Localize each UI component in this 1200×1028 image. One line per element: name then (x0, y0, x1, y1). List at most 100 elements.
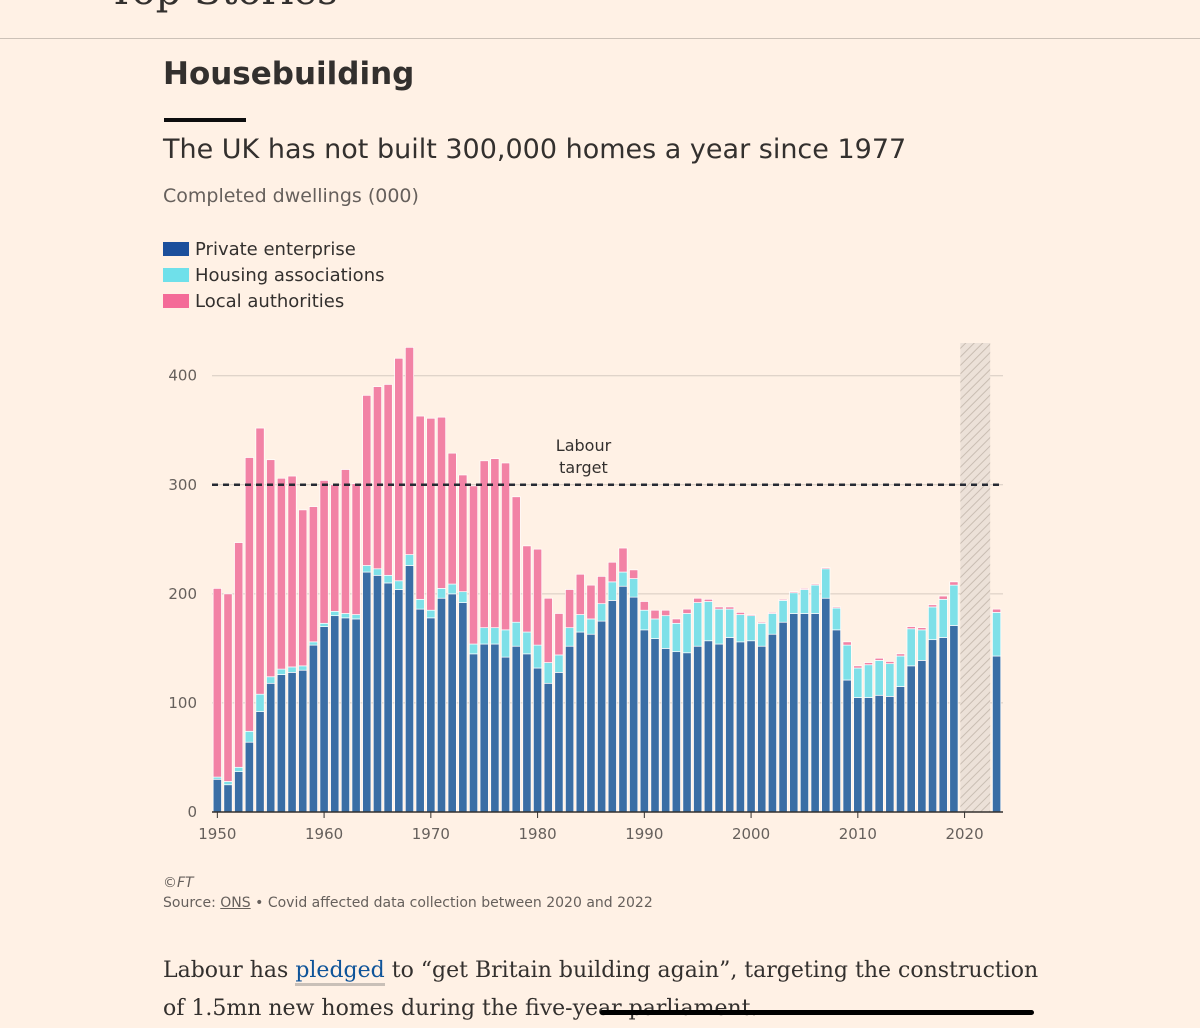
bar-2007-local (821, 567, 831, 570)
bar-1962-local (340, 469, 350, 614)
bar-1972-private (447, 593, 457, 813)
bar-1954-local (255, 427, 265, 695)
bar-2004-local (789, 591, 799, 594)
bar-1975-local (479, 460, 489, 629)
legend-swatch-housing (163, 268, 189, 282)
bar-1981-private (543, 682, 553, 813)
source-label: Source: (163, 895, 221, 911)
bar-1962-private (340, 617, 350, 813)
bar-1950-private (212, 778, 222, 813)
bar-2015-housing (906, 628, 916, 667)
chart-source: Source: ONS • Covid affected data collec… (163, 895, 653, 911)
bar-1962-housing (340, 613, 350, 619)
bar-2016-local (917, 627, 927, 631)
bar-1980-housing (533, 644, 543, 669)
bar-2017-local (928, 604, 938, 608)
section-title: Housebuilding (163, 56, 415, 92)
scroll-indicator[interactable] (600, 1010, 1034, 1015)
bar-2010-local (853, 665, 863, 669)
bar-1994-local (682, 608, 692, 614)
y-tick-label-300: 300 (168, 476, 197, 494)
bar-1958-housing (298, 665, 308, 671)
article-paragraph: Labour has pledged to “get Britain build… (163, 952, 1043, 1028)
bar-2011-private (863, 697, 874, 813)
bar-1983-local (565, 589, 575, 629)
bar-1986-private (597, 620, 607, 813)
legend-item-private: Private enterprise (163, 236, 384, 262)
bar-1955-local (266, 459, 276, 678)
x-tick-label-1960: 1960 (305, 825, 343, 843)
source-link-ons[interactable]: ONS (220, 895, 251, 911)
bar-1969-housing (415, 598, 425, 610)
y-tick-label-400: 400 (168, 367, 197, 385)
bar-1991-local (650, 609, 660, 620)
bar-1959-private (308, 644, 318, 813)
source-note: • Covid affected data collection between… (250, 895, 653, 911)
bar-1955-private (266, 682, 276, 813)
bar-1965-housing (372, 568, 382, 576)
bar-1988-housing (618, 571, 628, 587)
x-tick-label-1950: 1950 (198, 825, 236, 843)
bar-2011-housing (863, 664, 874, 698)
pledged-link[interactable]: pledged (295, 958, 385, 986)
target-label-line1: Labour (556, 436, 612, 455)
bar-2018-housing (938, 598, 948, 638)
bar-1968-private (404, 565, 414, 813)
paragraph-text-start: Labour has (163, 958, 296, 983)
bar-1960-local (319, 480, 329, 624)
bar-1965-local (372, 386, 382, 570)
bar-2000-local (746, 614, 756, 617)
bar-2019-housing (949, 584, 959, 626)
bar-1968-housing (404, 554, 414, 566)
bar-1974-housing (469, 643, 479, 655)
y-tick-label-200: 200 (168, 585, 197, 603)
bar-2005-private (799, 613, 809, 813)
bar-2003-local (778, 598, 788, 601)
bar-1987-private (607, 600, 617, 813)
y-tick-label-100: 100 (168, 694, 197, 712)
bar-1977-local (501, 462, 511, 631)
title-accent-bar (164, 118, 246, 122)
bar-1963-housing (351, 614, 361, 620)
bar-1959-local (308, 506, 318, 643)
bar-2013-local (885, 661, 895, 665)
chart-subtitle: Completed dwellings (000) (163, 185, 419, 207)
bar-1960-housing (319, 622, 329, 627)
bar-2013-private (885, 696, 895, 813)
bar-1982-private (554, 672, 564, 813)
bar-1951-housing (223, 781, 233, 786)
bar-1991-housing (650, 618, 660, 639)
bar-2023-private (992, 655, 1002, 813)
bar-1957-housing (287, 666, 297, 673)
bar-1964-local (362, 395, 372, 566)
bar-1959-housing (308, 641, 318, 646)
bar-1994-private (682, 652, 692, 813)
bar-1977-private (501, 656, 511, 813)
bar-1993-private (671, 651, 681, 813)
covid-gap-shading (960, 343, 991, 812)
bar-2006-housing (810, 584, 820, 614)
bar-1973-housing (458, 591, 468, 603)
bar-1994-housing (682, 613, 692, 654)
bar-1951-private (223, 784, 233, 813)
bar-1976-housing (490, 627, 500, 645)
x-tick-label-2010: 2010 (839, 825, 877, 843)
bar-1981-local (543, 597, 553, 663)
bar-1966-housing (383, 574, 393, 584)
bar-2023-local (992, 608, 1002, 613)
bar-2003-private (778, 621, 788, 813)
bar-1998-private (725, 637, 735, 813)
bar-1968-local (404, 347, 414, 555)
bar-2010-private (853, 697, 863, 813)
bar-1954-private (255, 711, 265, 813)
x-tick-label-1990: 1990 (625, 825, 663, 843)
bar-1979-housing (522, 631, 532, 655)
bar-1989-private (629, 596, 639, 813)
bar-1986-local (597, 576, 607, 605)
bar-2014-housing (896, 655, 906, 687)
bar-1963-private (351, 618, 361, 813)
bar-1956-local (276, 477, 286, 670)
bar-1971-housing (436, 588, 447, 599)
bar-2016-housing (917, 629, 927, 661)
bar-1995-housing (693, 602, 703, 647)
